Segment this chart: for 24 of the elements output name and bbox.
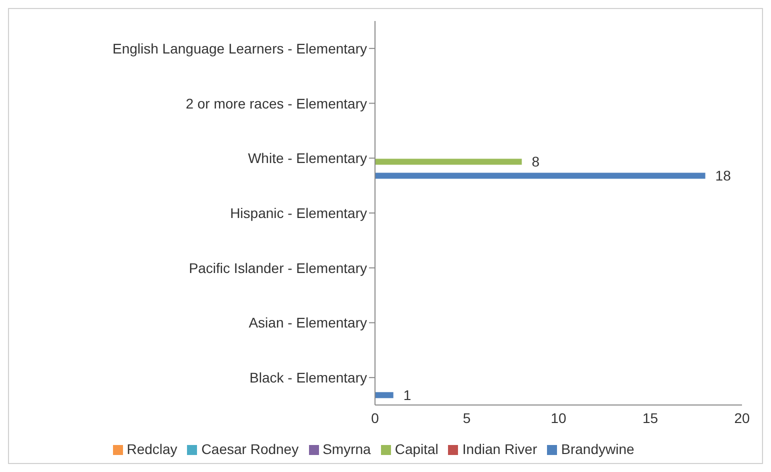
- y-tick-label: Asian - Elementary: [248, 314, 367, 331]
- x-tick-label: 20: [734, 410, 750, 426]
- bar: [375, 392, 394, 398]
- y-tick-label: 2 or more races - Elementary: [186, 95, 367, 112]
- x-tick-label: 5: [462, 410, 471, 426]
- legend-label: Caesar Rodney: [201, 441, 299, 457]
- legend-label: Redclay: [126, 441, 178, 457]
- legend-label: Smyrna: [322, 441, 371, 457]
- data-label: 18: [715, 168, 732, 184]
- data-label: 1: [403, 387, 412, 404]
- x-tick-label: 10: [550, 410, 566, 426]
- y-tick-label: Pacific Islander - Elementary: [188, 260, 367, 276]
- y-tick-label: Black - Elementary: [250, 370, 367, 386]
- legend-label: Capital: [394, 441, 438, 457]
- data-label: 8: [532, 154, 540, 170]
- legend-label: Indian River: [462, 441, 538, 457]
- x-tick-label: 15: [642, 410, 658, 426]
- y-tick-label: Hispanic - Elementary: [230, 204, 367, 221]
- bar: [375, 158, 522, 165]
- legend-label: Brandywine: [561, 441, 634, 457]
- x-tick-label: 0: [371, 410, 380, 426]
- bar: [375, 172, 706, 179]
- y-tick-label: English Language Learners - Elementary: [112, 40, 367, 56]
- y-tick-label: White - Elementary: [248, 150, 367, 166]
